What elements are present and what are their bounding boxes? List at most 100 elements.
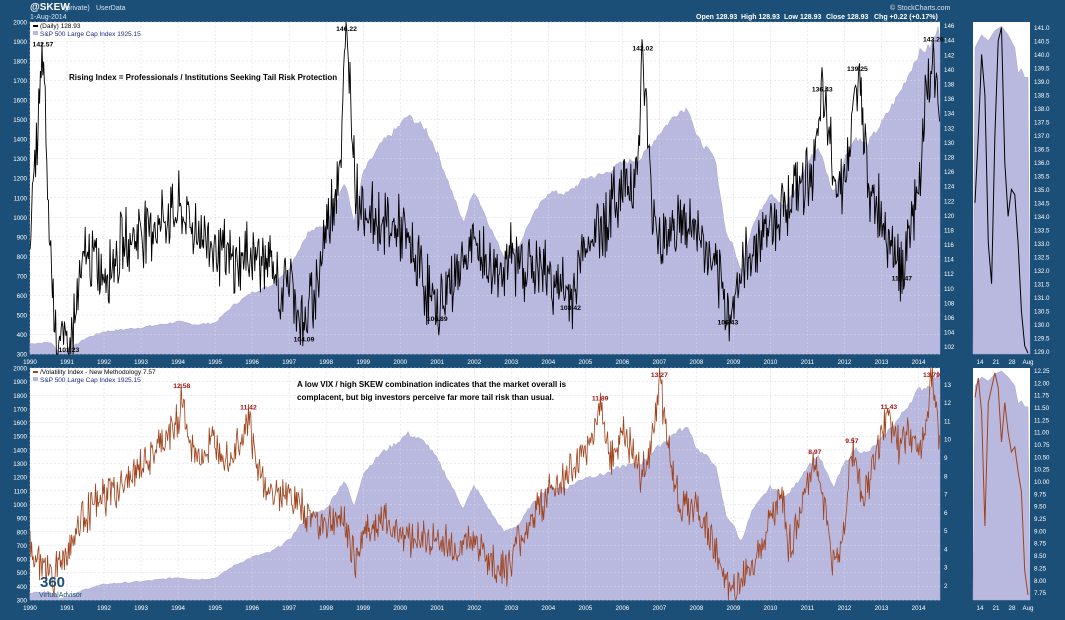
x-axis-tick-bottom: 1994: [171, 605, 185, 612]
x-axis-tick-bottom: 2012: [838, 605, 852, 612]
zoom-axis-tick-top: 135.0: [1034, 187, 1050, 194]
zoom-axis-tick-top: 137.0: [1034, 133, 1050, 140]
right-axis-tick-bottom: 4: [944, 546, 948, 553]
zoom-x-tick-top: 28: [1009, 359, 1016, 366]
zoom-axis-tick-top: 129.0: [1034, 349, 1050, 356]
x-axis-tick-bottom: 1993: [134, 605, 148, 612]
x-axis-tick-bottom: 2003: [504, 605, 518, 612]
zoom-axis-tick-bottom: 7.75: [1034, 590, 1047, 597]
left-axis-tick-bottom: 1300: [13, 461, 27, 468]
left-axis-tick-bottom: 700: [17, 543, 28, 550]
right-axis-tick-bottom: 12: [944, 400, 951, 407]
ratio-peak-label: 12.58: [173, 383, 190, 390]
zoom-axis-tick-bottom: 11.00: [1034, 430, 1050, 437]
left-axis-tick-top: 1300: [13, 156, 27, 163]
x-axis-tick-bottom: 2008: [690, 605, 704, 612]
x-axis-tick-bottom: 2006: [615, 605, 629, 612]
ratio-peak-label: 13.79: [923, 372, 940, 379]
zoom-axis-tick-bottom: 8.00: [1034, 578, 1047, 585]
zoom-spx-area: [972, 370, 1031, 601]
right-axis-tick-top: 104: [944, 330, 955, 337]
x-axis-tick-top: 2009: [727, 359, 741, 366]
copyright-label: © StockCharts.com: [890, 4, 951, 12]
skew-peak-label: 142.57: [33, 42, 54, 49]
zoom-axis-tick-bottom: 9.00: [1034, 528, 1047, 535]
left-axis-tick-top: 1000: [13, 215, 27, 222]
right-axis-tick-top: 114: [944, 257, 954, 264]
right-axis-tick-top: 134: [944, 111, 955, 118]
axis-ticks: 300 400 500 600 700 800 900 1000 1100 1200 1300 140…: [13, 20, 1050, 613]
right-axis-tick-bottom: 6: [944, 510, 948, 517]
skew-peak-label: 136.43: [812, 86, 833, 93]
zoom-axis-tick-top: 133.5: [1034, 227, 1050, 234]
right-axis-tick-top: 102: [944, 344, 955, 351]
zoom-axis-tick-bottom: 8.25: [1034, 565, 1047, 572]
privacy-label: (private): [64, 5, 90, 12]
x-axis-tick-top: 2005: [578, 359, 592, 366]
x-axis-tick-bottom: 2002: [467, 605, 481, 612]
zoom-axis-tick-top: 136.0: [1034, 160, 1050, 167]
left-axis-tick-top: 1200: [13, 176, 27, 183]
left-axis-tick-bottom: 1400: [13, 447, 27, 454]
zoom-x-tick-top: Aug: [1022, 359, 1034, 366]
zoom-axis-tick-top: 140.5: [1034, 38, 1050, 45]
x-axis-tick-top: 2001: [430, 359, 444, 366]
right-axis-tick-top: 108: [944, 300, 955, 307]
zoom-axis-tick-bottom: 10.25: [1034, 467, 1050, 474]
zoom-x-tick-bottom: 28: [1009, 605, 1016, 612]
zoom-line: [974, 372, 1029, 596]
left-axis-tick-bottom: 400: [17, 584, 28, 591]
right-axis-tick-bottom: 13: [944, 382, 951, 389]
ohlc-high: High 128.93: [741, 14, 780, 21]
left-axis-tick-bottom: 600: [17, 557, 28, 564]
left-axis-tick-bottom: 1000: [13, 502, 27, 509]
zoom-axis-tick-bottom: 11.75: [1034, 393, 1050, 400]
right-axis-tick-top: 110: [944, 286, 954, 293]
x-axis-tick-top: 2013: [875, 359, 889, 366]
skew-peak-label: 101.23: [58, 347, 79, 354]
zoom-axis-tick-bottom: 9.25: [1034, 516, 1047, 523]
zoom-axis-tick-top: 135.5: [1034, 173, 1050, 180]
zoom-axis-tick-top: 137.5: [1034, 119, 1050, 126]
zoom-axis-tick-bottom: 9.50: [1034, 504, 1047, 511]
ratio-legend-swatch: [33, 371, 38, 373]
right-axis-tick-top: 146: [944, 23, 955, 30]
x-axis-tick-top: 2008: [690, 359, 704, 366]
left-axis-tick-top: 1100: [14, 195, 28, 202]
zoom-axis-tick-top: 132.5: [1034, 254, 1050, 261]
left-axis-tick-top: 500: [17, 312, 28, 319]
zoom-axis-tick-top: 131.0: [1034, 295, 1050, 302]
x-axis-tick-top: 1997: [282, 359, 296, 366]
left-axis-tick-top: 1700: [13, 78, 27, 85]
left-axis-tick-bottom: 900: [17, 516, 28, 523]
x-axis-tick-bottom: 2001: [430, 605, 444, 612]
bottom-zoom-spx-area: [972, 370, 1031, 601]
bottom-gridlines: [29, 367, 940, 601]
skew-peak-label: 142.02: [632, 46, 653, 53]
right-axis-tick-top: 112: [944, 271, 954, 278]
zoom-axis-tick-top: 131.5: [1034, 281, 1050, 288]
left-axis-tick-top: 800: [17, 254, 28, 261]
x-axis-tick-top: 2012: [838, 359, 852, 366]
skew-peak-label: 106.89: [427, 316, 448, 323]
left-axis-tick-bottom: 800: [17, 529, 28, 536]
right-axis-tick-bottom: 5: [944, 528, 948, 535]
right-axis-tick-top: 118: [944, 227, 954, 234]
x-axis-tick-top: 2014: [912, 359, 926, 366]
virtualadvisor-logo: 360 VirtualAdvisor: [39, 574, 83, 599]
zoom-axis-tick-top: 138.5: [1034, 92, 1050, 99]
ohlc-change: Chg +0.22 (+0.17%): [874, 14, 938, 21]
x-axis-tick-top: 1995: [208, 359, 222, 366]
ohlc-low: Low 128.93: [784, 14, 821, 21]
ratio-peak-label: 13.27: [651, 372, 668, 379]
zoom-axis-tick-top: 139.5: [1034, 65, 1050, 72]
left-axis-tick-bottom: 1500: [13, 434, 27, 441]
x-axis-tick-top: 2006: [615, 359, 629, 366]
x-axis-tick-bottom: 2011: [801, 605, 815, 612]
logo-number: 360: [40, 574, 65, 591]
skew-legend-swatch: [33, 25, 38, 27]
ratio-zoom-series: [974, 372, 1029, 596]
top-annotation: Rising Index = Professionals / Instituti…: [69, 73, 337, 82]
skew-peak-label: 146.22: [336, 26, 357, 33]
